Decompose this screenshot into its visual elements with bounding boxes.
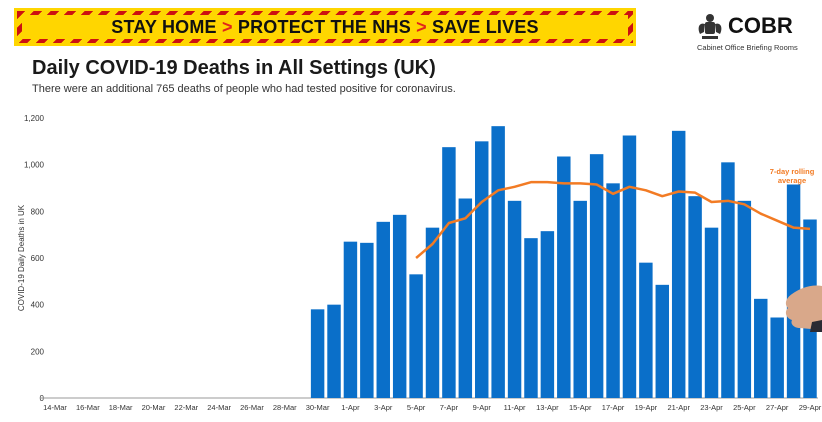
royal-crest-icon [698, 14, 722, 39]
x-tick-label: 13-Apr [536, 403, 559, 412]
y-tick-label: 600 [31, 254, 45, 263]
slogan-banner: STAY HOME > PROTECT THE NHS > SAVE LIVES [14, 8, 636, 46]
x-tick-label: 11-Apr [504, 403, 526, 412]
bar [671, 130, 686, 399]
x-tick-label: 9-Apr [473, 403, 492, 412]
cobr-logo: COBR Cabinet Office Briefing Rooms [694, 10, 812, 54]
x-tick-label: 22-Mar [174, 403, 198, 412]
slogan-protect-nhs: PROTECT THE NHS [237, 16, 411, 37]
x-tick-label: 21-Apr [667, 403, 690, 412]
x-tick-label: 27-Apr [766, 403, 789, 412]
bar [737, 200, 752, 398]
bar [310, 309, 325, 398]
bar [409, 274, 423, 398]
x-tick-label: 20-Mar [142, 403, 166, 412]
bar [540, 231, 555, 398]
chevron-right-icon: > [221, 16, 233, 37]
bar [475, 141, 489, 399]
bar [557, 156, 571, 398]
y-tick-label: 1,200 [24, 114, 45, 123]
x-tick-label: 17-Apr [602, 403, 625, 412]
x-tick-label: 1-Apr [341, 403, 360, 412]
bar [704, 227, 719, 398]
bar [327, 304, 341, 398]
x-tick-label: 3-Apr [374, 403, 393, 412]
x-tick-label: 25-Apr [733, 403, 756, 412]
bar [606, 183, 620, 398]
bar [458, 198, 473, 398]
bar [376, 221, 390, 398]
bar [491, 126, 505, 399]
x-tick-label: 24-Mar [207, 403, 231, 412]
bar [655, 284, 670, 398]
bar [392, 214, 407, 398]
x-tick-label: 16-Mar [76, 403, 100, 412]
x-tick-label: 14-Mar [43, 403, 67, 412]
y-tick-label: 1,000 [24, 161, 45, 170]
bar [573, 200, 587, 398]
x-tick-label: 29-Apr [799, 403, 822, 412]
x-tick-label: 5-Apr [407, 403, 426, 412]
y-tick-label: 800 [31, 207, 45, 216]
presenter-hand [785, 285, 822, 332]
rolling-average-annotation: 7-day rolling [770, 167, 815, 176]
x-tick-label: 19-Apr [635, 403, 658, 412]
bar [754, 298, 768, 398]
y-tick-label: 200 [31, 347, 45, 356]
bar [770, 317, 784, 398]
rolling-average-annotation: average [778, 176, 806, 185]
slogan-save-lives: SAVE LIVES [432, 16, 539, 37]
chart-subtitle: There were an additional 765 deaths of p… [32, 83, 456, 95]
bar [589, 154, 604, 398]
y-axis-label: COVID-19 Daily Deaths in UK [17, 204, 26, 311]
bar [622, 135, 637, 398]
slogan-banner-inner: STAY HOME > PROTECT THE NHS > SAVE LIVES [22, 15, 628, 39]
bar [786, 184, 801, 398]
bar [360, 242, 374, 398]
x-tick-label: 28-Mar [273, 403, 297, 412]
y-tick-label: 400 [31, 301, 45, 310]
chart-title: Daily COVID-19 Deaths in All Settings (U… [32, 57, 436, 79]
bar [442, 147, 456, 398]
bar [688, 196, 702, 398]
x-tick-label: 18-Mar [109, 403, 133, 412]
bar [507, 200, 522, 398]
bar [721, 162, 735, 398]
bar [639, 262, 653, 398]
chevron-right-icon: > [416, 16, 427, 37]
slogan-text: STAY HOME > PROTECT THE NHS > SAVE LIVES [111, 17, 538, 38]
x-tick-label: 23-Apr [700, 403, 723, 412]
bar [343, 241, 358, 398]
bar [524, 238, 538, 398]
x-tick-label: 26-Mar [240, 403, 264, 412]
x-tick-label: 30-Mar [306, 403, 330, 412]
rolling-average-line [415, 180, 811, 259]
cobr-title: COBR [728, 13, 793, 38]
x-tick-label: 15-Apr [569, 403, 592, 412]
bar [425, 227, 440, 398]
slogan-stay-home: STAY HOME [111, 16, 217, 37]
x-tick-label: 7-Apr [440, 403, 459, 412]
cobr-subtitle: Cabinet Office Briefing Rooms [697, 43, 798, 52]
